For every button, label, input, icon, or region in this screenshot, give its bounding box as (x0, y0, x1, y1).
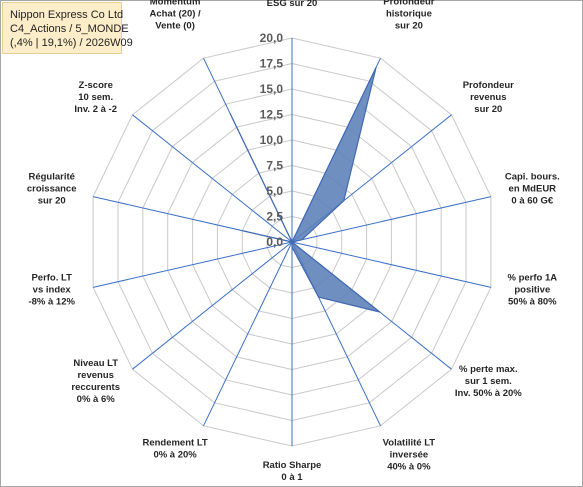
tick-label: 20,0 (260, 31, 284, 45)
chart-title-box: Nippon Express Co Ltd C4_Actions / 5_MON… (2, 2, 133, 54)
tick-label: 10,0 (260, 133, 284, 147)
tick-label: 2,5 (266, 210, 283, 224)
axis-label: Ratio Sharpe 0 à 1 (263, 460, 322, 483)
tick-label: 12,5 (260, 108, 284, 122)
axis-spoke (203, 241, 293, 427)
radar-tick-labels: 0,0 2,5 5,0 7,5 10,0 12,5 15,0 17,5 20,0 (260, 31, 284, 249)
tick-label: 7,5 (266, 159, 283, 173)
title-line-1: Nippon Express Co Ltd (10, 9, 124, 21)
axis-label: Régularité croissance sur 20 (27, 171, 77, 206)
axis-spoke (132, 241, 293, 370)
axis-label: Profondeur revenus sur 20 (463, 80, 514, 115)
tick-label: 15,0 (260, 82, 284, 96)
radar-series (229, 67, 381, 313)
axis-label: % perte max. sur 1 sem. Inv. 50% à 20% (455, 364, 522, 399)
tick-label: 0,0 (266, 235, 283, 249)
axis-spoke (92, 241, 293, 288)
axis-label: % perfo 1A positive 50% à 80% (507, 273, 557, 308)
axis-label: Z-score 10 sem. Inv. 2 à -2 (74, 80, 117, 115)
axis-label: Perfo. LT vs index -8% à 12% (28, 273, 75, 308)
axis-label: Profondeur historique sur 20 (383, 0, 434, 32)
axis-spoke (291, 241, 492, 288)
axis-label: Momentum Achat (20) / Vente (0) (149, 0, 201, 32)
axis-label: Capi. bours. en MdEUR 0 à 60 G€ (505, 171, 560, 206)
tick-label: 17,5 (260, 57, 284, 71)
title-line-2: C4_Actions / 5_MONDE (10, 23, 129, 35)
tick-label: 5,0 (266, 184, 283, 198)
title-line-3: (,4% | 19,1%) / 2026W09 (10, 37, 133, 49)
axis-spoke (291, 196, 492, 243)
axis-label: Niveau LT revenus reccurents 0% à 6% (71, 358, 120, 405)
axis-label: Rendement LT 0% à 20% (142, 437, 207, 460)
series-area (229, 67, 381, 313)
axis-spoke (132, 114, 293, 243)
axis-label: Volatilité LT inversée 40% à 0% (383, 437, 436, 472)
axis-label: NoteESG sur 20 (267, 0, 318, 9)
